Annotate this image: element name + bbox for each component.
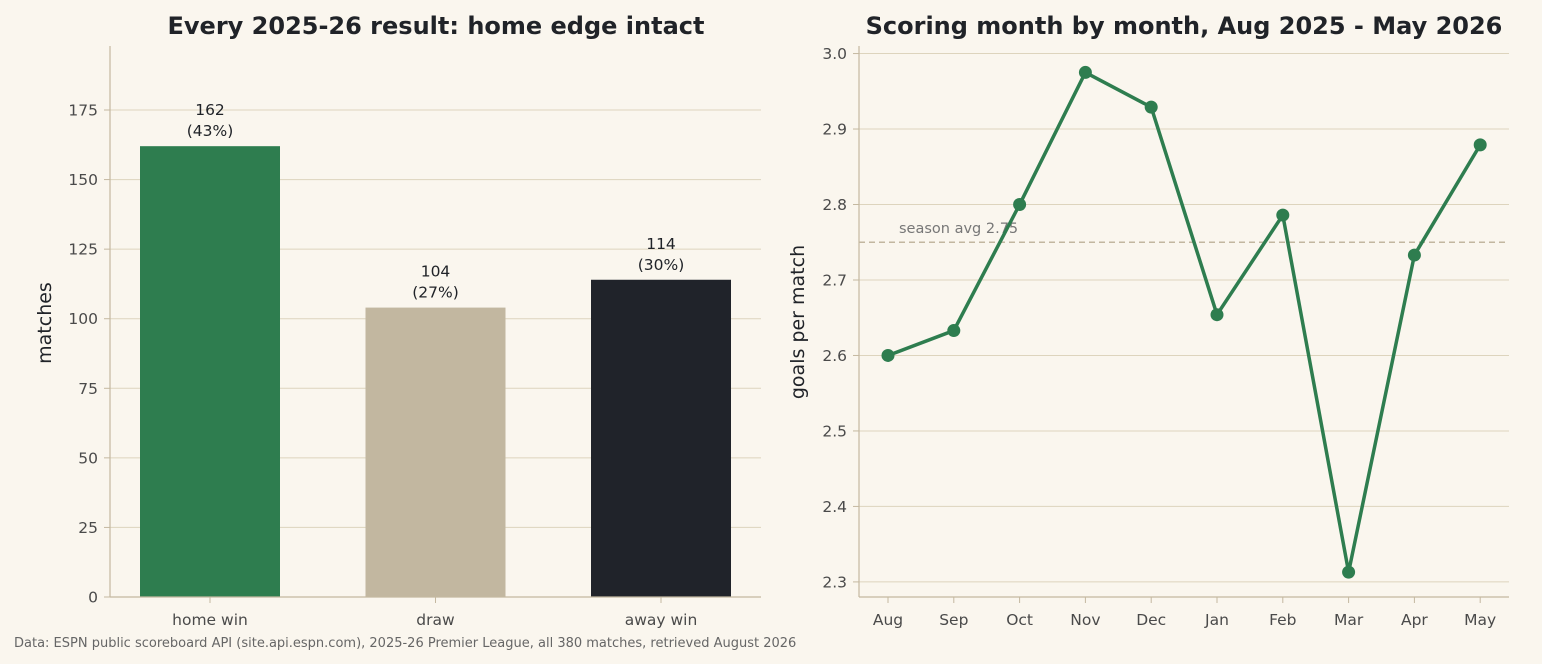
line-chart-points [881,65,1487,579]
bar-y-tick-label: 50 [78,449,98,467]
line-x-tick-label: Sep [939,611,968,629]
line-x-tick-label: Mar [1334,611,1364,629]
line-x-tick-label: Nov [1070,611,1100,629]
bar-value-label: 162 [195,101,225,119]
line-x-tick-label: Jan [1204,611,1229,629]
line-chart-y-ticks: 2.3 2.4 2.5 2.6 2.7 2.8 2.9 3.0 [822,45,859,591]
line-x-tick-label: Feb [1269,611,1296,629]
bar-y-tick-label: 100 [68,310,98,328]
point-dec [1144,100,1158,114]
line-chart-panel: Scoring month by month, Aug 2025 - May 2… [787,12,1509,629]
bar-chart-panel: Every 2025-26 result: home edge intact 0… [34,12,761,629]
bar-percent-label: (27%) [412,284,459,302]
bar-y-tick-label: 125 [68,241,98,259]
bar-chart-x-ticks: home win draw away win [172,597,697,629]
bar-chart-bars [140,146,731,597]
line-y-tick-label: 3.0 [822,45,847,63]
line-y-tick-label: 2.5 [822,422,847,440]
point-oct [1013,198,1027,212]
bar-chart-y-axis-label: matches [34,282,56,364]
line-y-tick-label: 2.7 [822,271,847,289]
bar-chart-data-labels: 162 (43%) 104 (27%) 114 (30%) [187,101,685,301]
point-sep [947,324,961,338]
point-mar [1342,565,1356,579]
line-chart-x-ticks: Aug Sep Oct Nov Dec Jan Feb Mar Apr May [873,597,1496,629]
bar-percent-label: (43%) [187,122,234,140]
bar-y-tick-label: 0 [88,589,98,607]
point-feb [1276,208,1290,222]
bar-y-tick-label: 25 [78,519,98,537]
bar-draw [365,307,506,597]
line-y-tick-label: 2.8 [822,196,847,214]
bar-value-label: 114 [646,235,676,253]
line-x-tick-label: Apr [1401,611,1428,629]
bar-y-tick-label: 175 [68,102,98,120]
point-nov [1078,65,1092,79]
bar-value-label: 104 [421,263,451,281]
line-x-tick-label: Dec [1136,611,1166,629]
line-y-tick-label: 2.9 [822,121,847,139]
point-jan [1210,308,1224,322]
point-apr [1407,248,1421,262]
line-x-tick-label: Aug [873,611,903,629]
bar-chart-y-ticks: 0 25 50 75 100 125 150 175 [68,102,110,607]
line-x-tick-label: Oct [1006,611,1033,629]
line-chart-title: Scoring month by month, Aug 2025 - May 2… [866,12,1503,40]
point-aug [881,348,895,362]
bar-chart-title: Every 2025-26 result: home edge intact [168,12,705,40]
bar-x-tick-label: away win [625,611,698,629]
bar-away-win [591,279,731,597]
line-y-tick-label: 2.4 [822,498,847,516]
line-chart-y-axis-label: goals per match [787,245,809,399]
line-y-tick-label: 2.6 [822,347,847,365]
line-x-tick-label: May [1464,611,1496,629]
line-chart-gridlines [859,53,1509,583]
bar-y-tick-label: 150 [68,171,98,189]
line-y-tick-label: 2.3 [822,573,847,591]
data-source-footer: Data: ESPN public scoreboard API (site.a… [14,636,796,651]
bar-x-tick-label: home win [172,611,248,629]
goals-per-match-line [886,70,1482,574]
bar-home-win [140,146,280,597]
season-average-label: season avg 2.75 [899,221,1018,237]
bar-percent-label: (30%) [638,256,685,274]
bar-x-tick-label: draw [416,611,455,629]
point-may [1473,138,1487,152]
bar-y-tick-label: 75 [78,380,98,398]
